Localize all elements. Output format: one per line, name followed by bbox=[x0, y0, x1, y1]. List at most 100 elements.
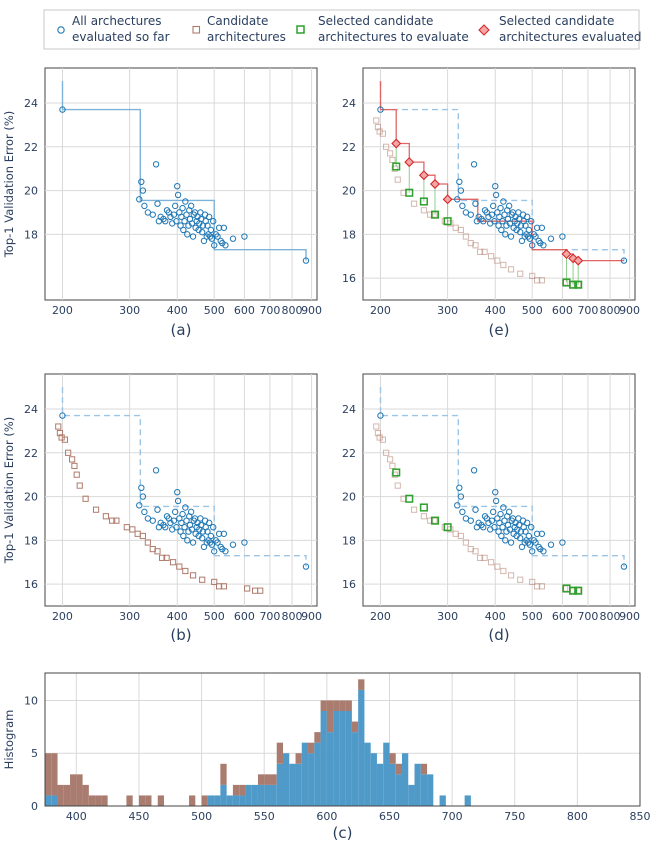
evaluated-point bbox=[523, 213, 531, 221]
grid bbox=[363, 374, 635, 606]
candidate-point bbox=[500, 261, 507, 269]
evaluated-point bbox=[492, 182, 499, 190]
histogram-bar-evaluated bbox=[376, 763, 384, 806]
evaluated-point bbox=[454, 502, 461, 509]
evaluated-point bbox=[229, 235, 237, 242]
x-tick-label: 500 bbox=[522, 304, 543, 317]
histogram-bar-evaluated bbox=[308, 753, 315, 806]
plot-content bbox=[373, 387, 628, 595]
selected-point bbox=[419, 197, 428, 206]
histogram-bar-candidates bbox=[76, 774, 83, 806]
selected-point bbox=[443, 523, 452, 532]
histogram-bar-candidates bbox=[201, 795, 208, 806]
evaluated-point bbox=[182, 504, 189, 511]
histogram-bar-candidates bbox=[232, 784, 240, 796]
candidate-point bbox=[211, 578, 218, 586]
evaluated-point bbox=[141, 202, 148, 210]
candidate-point bbox=[92, 506, 100, 513]
evaluated-point bbox=[204, 528, 211, 535]
evaluated-point bbox=[181, 524, 188, 531]
evaluated-point bbox=[178, 213, 185, 221]
histogram-bar-candidates bbox=[82, 784, 89, 806]
y-tick-label: 20 bbox=[24, 491, 38, 504]
evaluated-point bbox=[154, 506, 161, 513]
evaluated-point bbox=[522, 528, 529, 535]
chart-panel-c: 400 450 500 550 600 650 700 750 800 850 0 5 10 Histog… bbox=[2, 672, 651, 842]
histogram-bar-evaluated bbox=[239, 795, 246, 806]
evaluated-point bbox=[488, 211, 496, 218]
candidate-point bbox=[158, 554, 166, 561]
evaluated-point bbox=[59, 106, 66, 113]
evaluated-point bbox=[170, 517, 178, 524]
y-tick-label: 22 bbox=[24, 447, 38, 460]
legend-label-line: Selected candidate bbox=[499, 14, 614, 28]
candidate-point bbox=[257, 587, 264, 594]
panel-caption: (b) bbox=[170, 626, 191, 644]
evaluated-point bbox=[189, 233, 197, 240]
evaluated-point bbox=[467, 211, 474, 218]
selected-point bbox=[405, 494, 414, 503]
y-axis-label: Top-1 Validation Error (%) bbox=[2, 417, 16, 565]
evaluated-point bbox=[517, 222, 525, 229]
x-tick-label: 900 bbox=[619, 610, 640, 623]
legend-label-line: Selected candidate bbox=[318, 14, 433, 28]
evaluated-point bbox=[620, 257, 628, 264]
evaluated-point bbox=[491, 524, 498, 531]
histogram-bar-evaluated bbox=[51, 795, 58, 806]
candidate-point bbox=[410, 506, 418, 513]
evaluated-point bbox=[180, 226, 187, 234]
evaluated-point bbox=[467, 517, 474, 524]
y-axis-label: Histogram bbox=[2, 710, 16, 770]
evaluated-point bbox=[502, 231, 509, 238]
histogram-bar-evaluated bbox=[358, 689, 365, 806]
candidate-point bbox=[109, 517, 116, 524]
candidate-point bbox=[394, 482, 401, 489]
selected-point bbox=[405, 188, 414, 197]
evaluated-point bbox=[517, 528, 525, 535]
histogram-bar-candidates bbox=[358, 679, 365, 690]
evaluated-point bbox=[302, 257, 310, 264]
plot-content bbox=[59, 81, 310, 264]
candidate-point bbox=[220, 583, 227, 590]
histogram-bar-evaluated bbox=[427, 774, 434, 806]
evaluated-point bbox=[204, 222, 211, 229]
panel-caption: (d) bbox=[488, 626, 509, 644]
y-tick-label: 18 bbox=[342, 228, 356, 241]
evaluated-point bbox=[499, 524, 506, 531]
evaluated-point bbox=[528, 524, 535, 531]
candidate-point bbox=[244, 585, 251, 592]
candidate-point bbox=[481, 248, 488, 255]
evaluated-point bbox=[472, 506, 479, 513]
evaluated-point bbox=[241, 233, 248, 240]
evaluated-point bbox=[496, 519, 503, 527]
histogram-bar-candidates bbox=[45, 753, 52, 796]
candidate-point bbox=[102, 513, 110, 520]
evaluated-point bbox=[162, 524, 169, 531]
evaluated-point bbox=[377, 106, 384, 113]
y-tick-label: 16 bbox=[342, 272, 356, 285]
histogram-bar-evaluated bbox=[420, 774, 428, 806]
histogram-bar-evaluated bbox=[339, 711, 346, 806]
evaluated-point bbox=[214, 233, 221, 240]
evaluated-point bbox=[222, 242, 229, 249]
plot-area bbox=[44, 373, 318, 607]
x-tick-label: 500 bbox=[191, 810, 212, 823]
x-tick-label: 400 bbox=[66, 810, 87, 823]
x-tick-label: 300 bbox=[437, 610, 458, 623]
selected-evaluated-point bbox=[391, 138, 402, 149]
evaluated-point bbox=[505, 508, 513, 516]
histogram-bar-evaluated bbox=[232, 795, 240, 806]
histogram-bar-candidates bbox=[220, 763, 227, 785]
evaluated-point bbox=[526, 235, 534, 242]
histogram-bar-candidates bbox=[351, 721, 359, 733]
histogram-bar-evaluated bbox=[320, 711, 327, 806]
y-tick-label: 16 bbox=[24, 578, 38, 591]
histogram-bar-evaluated bbox=[226, 795, 233, 806]
evaluated-point bbox=[241, 539, 248, 546]
evaluated-point bbox=[173, 218, 180, 225]
histogram-bar-candidates bbox=[295, 753, 302, 764]
candidate-point bbox=[538, 583, 545, 590]
y-axis-label: Top-1 Validation Error (%) bbox=[2, 111, 16, 259]
y-tick-label: 18 bbox=[24, 534, 38, 547]
